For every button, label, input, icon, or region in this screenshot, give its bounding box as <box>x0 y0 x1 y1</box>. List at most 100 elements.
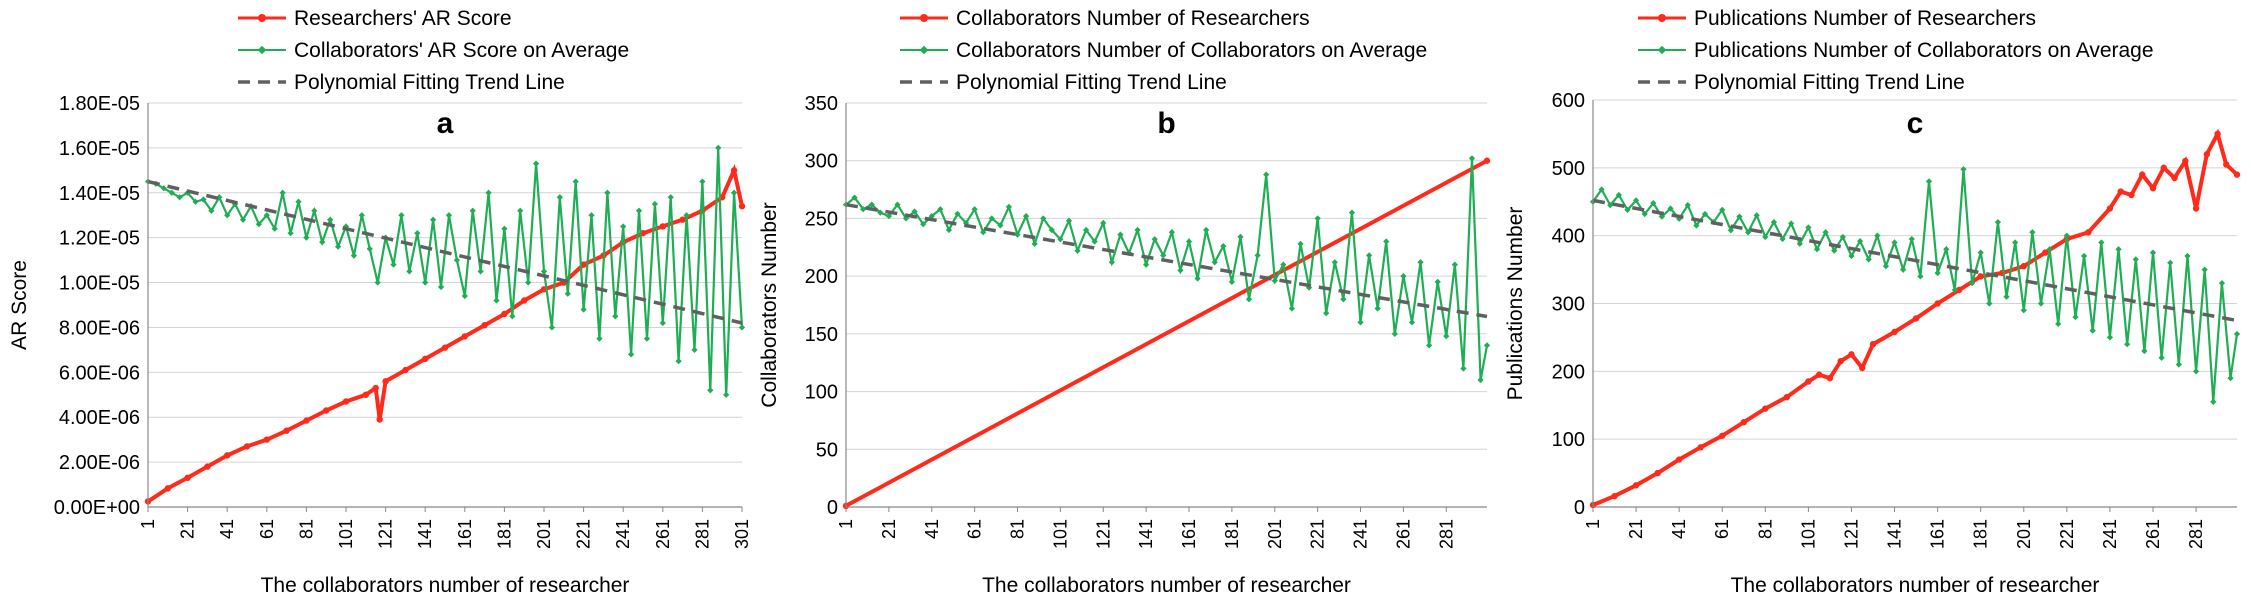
data-point <box>679 216 686 223</box>
data-point <box>1168 229 1175 236</box>
data-point <box>1348 209 1356 216</box>
y-tick-label: 1.40E-05 <box>59 183 140 205</box>
x-tick-label: 41 <box>922 519 942 539</box>
data-point <box>461 333 468 340</box>
y-tick-label: 2.00E-06 <box>59 452 140 474</box>
data-point <box>1598 186 1605 193</box>
legend-marker <box>920 14 928 22</box>
legend-marker <box>1658 14 1666 22</box>
x-tick-label: 61 <box>965 519 985 539</box>
y-tick-label: 100 <box>1552 429 1585 451</box>
data-point <box>738 203 746 210</box>
data-point <box>2158 354 2165 361</box>
data-point <box>1022 213 1030 220</box>
legend-label: Collaborators Number of Collaborators on… <box>956 39 1427 62</box>
data-point <box>1383 238 1390 245</box>
x-tick-label: 141 <box>1885 519 1905 549</box>
data-point <box>1134 226 1141 234</box>
data-point <box>1955 286 1963 294</box>
data-point <box>1203 226 1210 234</box>
x-tick-label: 81 <box>1755 519 1775 539</box>
data-point <box>1100 219 1107 227</box>
data-point <box>1245 296 1253 303</box>
data-point <box>1762 405 1769 412</box>
data-point <box>430 216 437 223</box>
data-point <box>372 384 379 392</box>
data-point <box>176 194 183 201</box>
x-tick-label: 261 <box>2143 519 2163 549</box>
x-tick-label: 61 <box>1712 519 1732 539</box>
data-point <box>1874 232 1881 239</box>
data-point <box>1684 202 1691 209</box>
data-point <box>1340 296 1347 303</box>
data-point <box>1082 226 1090 234</box>
data-point <box>659 319 666 327</box>
data-point <box>1943 246 1950 253</box>
data-point <box>208 207 215 214</box>
data-point <box>283 427 290 434</box>
panel-a: 0.00E+00 2.00E-06 4.00E-06 6.00E-06 8.00E-06… <box>8 7 752 597</box>
data-point <box>501 225 508 232</box>
x-tick-label: 41 <box>217 519 237 539</box>
data-point <box>1607 202 1614 209</box>
data-point <box>730 189 738 196</box>
data-point <box>1477 376 1484 384</box>
data-point <box>1934 269 1941 277</box>
data-point <box>441 344 449 351</box>
y-tick-label: 0 <box>827 497 838 519</box>
data-point <box>572 178 579 185</box>
data-point <box>612 313 619 320</box>
data-point <box>2020 262 2027 270</box>
data-point <box>481 322 488 329</box>
data-point <box>200 196 207 203</box>
data-point <box>2167 259 2174 266</box>
data-point <box>596 335 603 342</box>
data-point <box>525 279 532 286</box>
data-point <box>1925 178 1933 185</box>
data-point <box>707 387 714 394</box>
x-tick-label: 201 <box>534 519 554 549</box>
data-point <box>422 279 429 286</box>
legend-marker <box>258 14 266 22</box>
data-point <box>2171 174 2178 182</box>
data-point <box>521 297 528 304</box>
data-point <box>1977 249 1984 256</box>
data-point <box>1408 319 1416 326</box>
data-point <box>1650 199 1657 207</box>
data-point <box>406 268 413 275</box>
data-point <box>1837 357 1844 365</box>
data-point <box>501 310 508 318</box>
data-point <box>675 357 682 365</box>
data-point <box>1736 213 1743 220</box>
x-tick-label: 101 <box>336 519 356 549</box>
y-tick-label: 4.00E-06 <box>59 407 140 429</box>
data-point <box>1960 166 1967 173</box>
data-point <box>2132 256 2139 263</box>
x-tick-label: 261 <box>653 519 673 549</box>
data-point <box>2139 171 2146 178</box>
data-point <box>564 290 571 297</box>
series-publications-number-of-researchers-line <box>1592 128 2239 507</box>
data-point <box>517 207 524 214</box>
data-point <box>1177 267 1184 274</box>
data-point <box>2098 239 2105 246</box>
data-point <box>1796 240 1803 247</box>
data-point <box>390 261 397 268</box>
data-point <box>2055 320 2062 327</box>
data-point <box>279 189 286 196</box>
data-point <box>1117 231 1124 238</box>
x-tick-label: 181 <box>1222 519 1242 549</box>
series-polynomial-fitting-trend-line-line <box>1592 198 2238 323</box>
data-point <box>2128 191 2135 199</box>
data-point <box>445 212 453 219</box>
data-point <box>2117 188 2124 195</box>
data-point <box>2182 157 2189 165</box>
data-point <box>358 212 365 219</box>
panel-label: a <box>437 107 454 140</box>
data-point <box>1719 206 1726 214</box>
data-point <box>2072 313 2079 321</box>
legend-label: Polynomial Fitting Trend Line <box>294 71 565 94</box>
data-point <box>1744 229 1752 236</box>
